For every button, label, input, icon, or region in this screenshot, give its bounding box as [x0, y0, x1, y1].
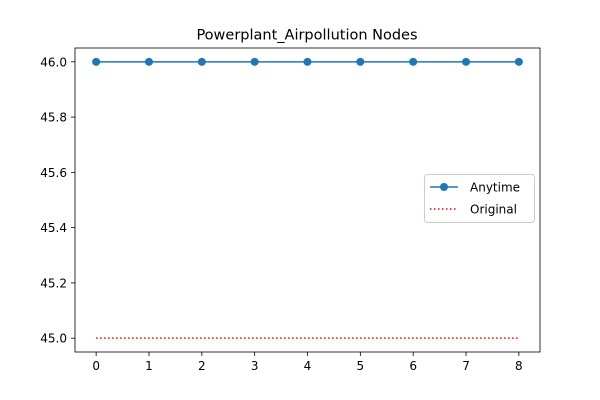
legend-label-anytime: Anytime: [470, 181, 520, 195]
x-tick-label: 3: [251, 359, 259, 373]
y-tick-label: 45.4: [40, 221, 67, 235]
data-point-anytime: [303, 57, 312, 66]
data-point-anytime: [462, 57, 471, 66]
legend-marker-anytime: [440, 183, 448, 191]
data-point-anytime: [514, 57, 523, 66]
y-tick-label: 45.2: [40, 276, 67, 290]
x-tick-label: 8: [515, 359, 523, 373]
x-tick-label: 6: [409, 359, 417, 373]
y-tick-label: 46.0: [40, 55, 67, 69]
data-point-anytime: [250, 57, 259, 66]
axes-layer: 0 1 2 3 4 5 6 7 8 45.0 45.2 45.4 45.6 45.8 46.0: [40, 47, 541, 373]
x-tick-label: 5: [357, 359, 365, 373]
y-tick-label: 45.8: [40, 111, 67, 125]
data-point-anytime: [92, 57, 101, 66]
x-tick-label: 4: [304, 359, 312, 373]
legend-label-original: Original: [470, 203, 517, 217]
data-point-anytime: [356, 57, 365, 66]
data-point-anytime: [409, 57, 418, 66]
chart-title: Powerplant_Airpollution Nodes: [196, 28, 417, 44]
series-layer: [92, 57, 523, 339]
x-tick-label: 1: [145, 359, 153, 373]
x-tick-label: 2: [198, 359, 206, 373]
data-point-anytime: [197, 57, 206, 66]
y-tick-label: 45.6: [40, 166, 67, 180]
x-tick-label: 0: [92, 359, 100, 373]
x-tick-label: 7: [462, 359, 470, 373]
legend: Anytime Original: [424, 174, 535, 223]
data-point-anytime: [144, 57, 153, 66]
y-tick-label: 45.0: [40, 332, 67, 346]
